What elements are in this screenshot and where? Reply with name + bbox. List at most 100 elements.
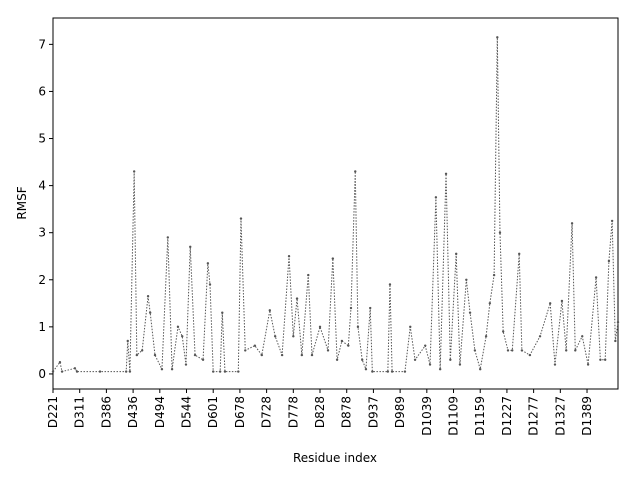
y-tick-label: 5 xyxy=(38,132,46,146)
point xyxy=(434,196,438,199)
point xyxy=(501,330,505,333)
point xyxy=(413,358,417,362)
point xyxy=(599,358,602,362)
point xyxy=(318,325,322,329)
point xyxy=(506,349,510,352)
point xyxy=(176,325,180,329)
x-tick-label: D601 xyxy=(206,396,220,428)
point xyxy=(189,245,192,249)
point xyxy=(206,262,210,265)
point xyxy=(356,325,360,329)
point xyxy=(280,353,284,357)
point xyxy=(223,370,227,373)
x-tick-label: D937 xyxy=(366,396,380,428)
point xyxy=(140,349,144,352)
point xyxy=(570,222,574,225)
x-tick-label: D1277 xyxy=(527,396,541,436)
point xyxy=(364,368,368,371)
point xyxy=(124,370,128,373)
x-tick-label: D1159 xyxy=(473,396,487,436)
point xyxy=(184,363,188,366)
point xyxy=(403,370,407,373)
x-tick-label: D778 xyxy=(286,396,300,428)
point xyxy=(465,278,468,281)
point xyxy=(273,335,277,338)
point xyxy=(218,370,222,373)
point xyxy=(538,335,542,338)
point xyxy=(386,370,390,373)
x-tick-label: D678 xyxy=(233,396,247,428)
point xyxy=(444,172,448,176)
point xyxy=(518,252,521,256)
point xyxy=(300,353,304,357)
point xyxy=(292,335,295,338)
point xyxy=(458,363,462,366)
point xyxy=(409,325,412,329)
point xyxy=(75,370,79,373)
point xyxy=(454,252,458,256)
point xyxy=(135,353,139,357)
x-tick-label: D386 xyxy=(99,396,113,428)
point xyxy=(73,367,77,370)
y-tick-label: 4 xyxy=(38,179,46,193)
point xyxy=(287,255,291,258)
point xyxy=(594,276,598,279)
series-line xyxy=(52,37,619,373)
point xyxy=(492,273,496,277)
y-tick-label: 7 xyxy=(38,37,46,51)
point xyxy=(371,370,374,373)
point xyxy=(268,309,272,312)
x-tick-label: D1389 xyxy=(580,396,594,436)
x-tick-label: D1227 xyxy=(500,396,514,436)
x-tick-label: D1039 xyxy=(420,396,434,436)
point xyxy=(166,236,170,239)
point xyxy=(511,349,514,352)
point xyxy=(607,259,611,263)
point xyxy=(553,363,557,366)
x-tick-label: D1109 xyxy=(447,396,461,436)
x-tick-label: D221 xyxy=(46,396,60,428)
point xyxy=(361,358,364,362)
x-tick-label: D828 xyxy=(313,396,327,428)
point xyxy=(610,219,614,223)
point xyxy=(160,368,164,371)
x-tick-label: D544 xyxy=(180,396,194,428)
point xyxy=(616,320,620,324)
x-tick-label: D311 xyxy=(73,396,87,428)
x-tick-label: D728 xyxy=(260,396,274,428)
y-tick-label: 6 xyxy=(38,84,46,98)
y-axis-label: RMSF xyxy=(15,186,29,219)
point xyxy=(574,349,577,352)
x-tick-label: D989 xyxy=(393,396,407,428)
y-tick-label: 0 xyxy=(38,367,46,381)
plot-frame xyxy=(52,17,619,390)
x-tick-label: D494 xyxy=(153,396,167,428)
point xyxy=(51,370,55,373)
point xyxy=(424,344,427,347)
y-tick-label: 2 xyxy=(38,273,46,287)
point xyxy=(170,368,174,371)
y-tick-label: 3 xyxy=(38,226,46,240)
point xyxy=(473,349,477,352)
point xyxy=(388,283,392,286)
x-tick-label: D878 xyxy=(340,396,354,428)
point xyxy=(449,358,452,362)
point xyxy=(126,339,129,343)
point xyxy=(488,302,492,305)
point xyxy=(468,311,472,314)
point xyxy=(560,299,564,303)
point xyxy=(581,335,584,338)
point xyxy=(586,363,590,366)
point xyxy=(438,368,442,371)
y-tick-label: 1 xyxy=(38,320,46,334)
point xyxy=(347,344,350,347)
point xyxy=(548,302,552,305)
x-tick-label: D436 xyxy=(126,396,140,428)
point xyxy=(564,349,568,352)
point xyxy=(307,273,310,277)
point xyxy=(295,297,299,300)
point xyxy=(335,358,339,362)
point xyxy=(212,370,215,373)
point xyxy=(390,370,394,373)
